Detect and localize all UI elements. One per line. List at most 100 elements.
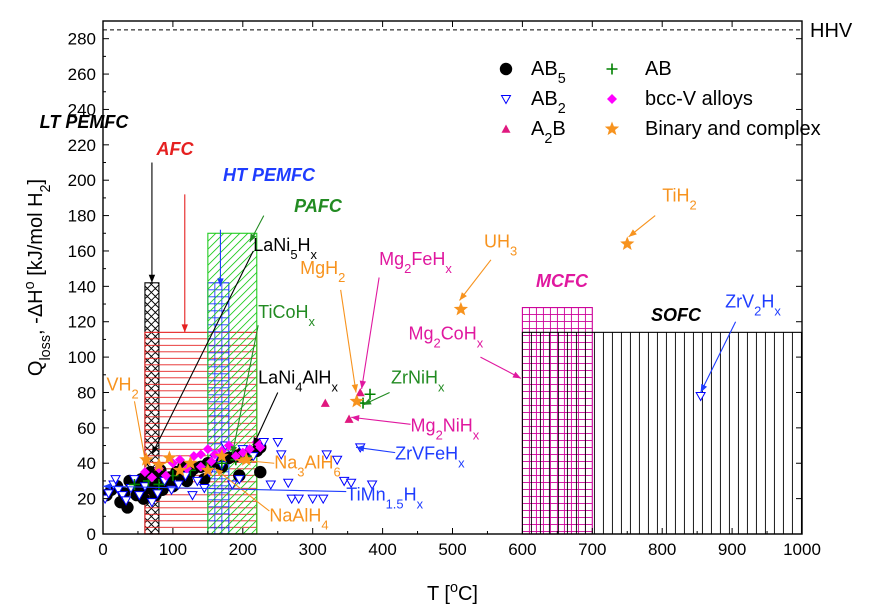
text-part: 2	[338, 269, 345, 284]
point-ab5	[499, 62, 513, 76]
zone-pattern	[530, 332, 802, 534]
legend-label: bcc-V alloys	[645, 88, 753, 110]
arrow-head	[459, 292, 467, 301]
arrow-shaft	[340, 289, 357, 393]
x-tick-label: 400	[368, 540, 396, 559]
x-axis-title: T [oC]	[427, 580, 478, 605]
text-part: , -ΔH	[25, 289, 47, 335]
arrow-head	[359, 380, 367, 389]
annotation-arrow	[362, 391, 390, 406]
arrow-head	[103, 483, 112, 490]
point-bcc-v	[230, 451, 241, 462]
point-ab2	[110, 475, 121, 485]
x-tick-label: 100	[159, 540, 187, 559]
text-part: x	[774, 303, 781, 318]
text-part: SOFC	[651, 305, 702, 325]
text-part: 200	[68, 171, 96, 190]
arrow-shaft	[133, 401, 147, 467]
y-tick-label: 260	[68, 65, 96, 84]
y-tick-label: 120	[68, 313, 96, 332]
zone-label: HT PEMFC	[223, 165, 316, 185]
point-ab2	[282, 478, 294, 489]
annotation-label: MgH2	[300, 258, 345, 285]
text-part: 40	[77, 454, 96, 473]
arrow-shaft	[700, 321, 737, 393]
text-part: 2	[690, 197, 697, 212]
text-part: 180	[68, 207, 96, 226]
point-binary-complex	[183, 455, 198, 470]
annotation-label: TiCoHx	[258, 302, 315, 329]
point-a2b	[501, 124, 511, 133]
annotation-arrow	[102, 483, 347, 493]
text-part: H	[404, 484, 417, 504]
point-bcc-v	[206, 456, 217, 467]
text-part: TiH	[662, 185, 689, 205]
legend-label: Binary and complex	[645, 118, 821, 140]
annotation-label: Mg2FeHx	[379, 249, 452, 276]
zone-label: MCFC	[536, 271, 589, 291]
text-part: 80	[77, 383, 96, 402]
text-part: 20	[77, 490, 96, 509]
arrow-shaft	[231, 325, 259, 455]
x-tick-label: 500	[438, 540, 466, 559]
arrow-head	[148, 274, 156, 283]
text-part: HT PEMFC	[223, 165, 316, 185]
text-part: 4	[295, 379, 302, 394]
annotation-arrow	[480, 356, 522, 379]
y-tick-label: 60	[77, 419, 96, 438]
text-part: B	[552, 118, 565, 140]
y-tick-label: 180	[68, 207, 96, 226]
point-ab2	[133, 491, 145, 501]
annotation-arrow	[151, 250, 254, 455]
text-part: 600	[508, 540, 536, 559]
text-part: 240	[68, 100, 96, 119]
legend-entry: Binary and complex	[604, 118, 821, 140]
annotation-label: TiMn1.5Hx	[346, 484, 423, 511]
arrow-head	[628, 229, 637, 237]
zone-label: LT PEMFC	[40, 112, 130, 132]
point-ab2	[695, 392, 706, 402]
point-ab	[153, 478, 165, 490]
text-part: ZrVFeH	[395, 444, 458, 464]
text-part: 900	[718, 540, 746, 559]
annotation-label: Na3AlH6	[274, 453, 340, 480]
text-part: x	[445, 261, 452, 276]
zone-arrow	[181, 194, 188, 333]
y-tick-label: 200	[68, 171, 96, 190]
point-ab	[364, 388, 376, 400]
point-binary-complex	[453, 301, 469, 316]
point-ab5	[254, 465, 267, 479]
text-part: [kJ/mol H	[25, 192, 47, 281]
point-ab2	[265, 480, 277, 490]
text-part: C]	[458, 583, 478, 605]
text-part: NaAlH	[269, 506, 321, 526]
y-tick-label: 160	[68, 242, 96, 261]
text-part: 2	[38, 184, 54, 192]
text-part: 280	[68, 30, 96, 49]
arrow-head	[253, 436, 260, 446]
x-tick-label: 800	[648, 540, 676, 559]
annotation-label: NaAlH4	[269, 506, 328, 533]
text-part: loss	[38, 335, 54, 361]
point-ab2	[103, 489, 114, 499]
point-ab2	[321, 450, 333, 460]
text-part: AB	[531, 88, 558, 110]
point-binary-complex	[214, 448, 229, 463]
x-tick-label: 0	[98, 540, 107, 559]
text-part: VH	[106, 375, 131, 395]
text-part: Binary and complex	[645, 118, 821, 140]
point-bcc-v	[209, 449, 220, 460]
zone-label: AFC	[156, 139, 195, 159]
point-ab2	[272, 438, 284, 448]
arrow-head	[141, 458, 149, 467]
arrow-head	[217, 278, 224, 287]
arrow-head	[700, 383, 708, 393]
point-bcc-v	[139, 467, 150, 478]
point-ab2	[117, 491, 128, 501]
point-ab	[216, 457, 228, 469]
text-part: o	[22, 281, 38, 289]
y-tick-label: 0	[87, 525, 96, 544]
point-ab2	[345, 478, 357, 489]
zone-labels: LT PEMFC AFC HT PEMFC PAFC MCFC SOFC	[40, 112, 702, 333]
